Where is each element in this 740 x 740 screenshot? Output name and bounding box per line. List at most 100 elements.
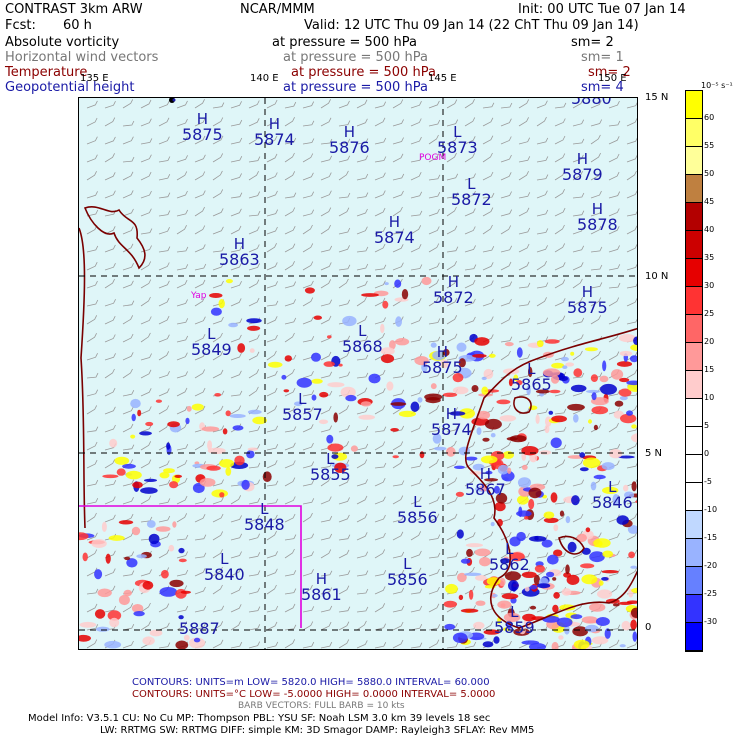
colorbar-level-label: 30 xyxy=(704,281,715,290)
field-name-wind: Horizontal wind vectors xyxy=(5,50,159,65)
height-value: 5873 xyxy=(437,138,478,157)
field-level-height: at pressure = 500 hPa xyxy=(283,80,428,95)
lat-label-5n: 5 N xyxy=(645,448,663,459)
height-label: L 5840 xyxy=(204,551,245,583)
lat-label-0: 0 xyxy=(645,622,652,633)
height-label: L 5862 xyxy=(489,541,530,573)
valid-time: Valid: 12 UTC Thu 09 Jan 14 (22 ChT Thu … xyxy=(304,18,639,33)
height-label: 5887 xyxy=(179,621,220,637)
height-center-symbol: H xyxy=(447,273,459,291)
colorbar-unit: 10⁻⁵ s⁻¹ xyxy=(701,81,733,90)
nested-domain-box xyxy=(79,505,302,628)
height-value: 5875 xyxy=(422,358,463,377)
height-value: 5872 xyxy=(451,190,492,209)
height-center-symbol: L xyxy=(207,325,216,343)
colorbar-swatch xyxy=(686,175,702,203)
height-center-symbol: L xyxy=(358,322,367,340)
height-label: H 5875 xyxy=(567,284,608,316)
vorticity-shading-layer xyxy=(79,276,637,649)
height-center-symbol: H xyxy=(445,405,457,423)
height-label: L 5856 xyxy=(397,494,438,526)
fcst-value: 60 h xyxy=(63,18,92,33)
colorbar-swatch xyxy=(686,91,702,119)
height-label: L 5855 xyxy=(310,451,351,483)
colorbar-level-label: -5 xyxy=(704,477,712,486)
colorbar xyxy=(685,90,703,652)
colorbar-swatch xyxy=(686,623,702,651)
lat-lon-grid xyxy=(79,98,637,649)
height-center-symbol: L xyxy=(260,500,269,518)
colorbar-swatch xyxy=(686,567,702,595)
height-label: H 5875 xyxy=(182,111,223,143)
height-center-symbol: H xyxy=(576,150,588,168)
height-center-symbol: H xyxy=(436,343,448,361)
lon-label-150: 150 E xyxy=(598,73,627,84)
colorbar-level-label: 60 xyxy=(704,113,715,122)
field-sm-wind: sm= 1 xyxy=(581,50,624,65)
height-value: 5862 xyxy=(489,555,530,574)
height-label: L 5846 xyxy=(592,479,633,511)
lon-label-135: 135 E xyxy=(80,73,109,84)
colorbar-swatch xyxy=(686,231,702,259)
height-center-symbol: H xyxy=(196,110,208,128)
height-center-symbol: H xyxy=(479,465,491,483)
colorbar-level-label: 0 xyxy=(704,449,710,458)
height-value: 5855 xyxy=(310,465,351,484)
footer-model-info-2: LW: RRTMG SW: RRTMG DIFF: simple KM: 3D … xyxy=(100,725,535,736)
height-label: L 5872 xyxy=(451,176,492,208)
field-sm-height: sm= 4 xyxy=(581,80,624,95)
height-value: 5849 xyxy=(191,340,232,359)
colorbar-swatch xyxy=(686,511,702,539)
lat-label-10n: 10 N xyxy=(645,271,669,282)
height-label: L 5857 xyxy=(282,391,323,423)
coastline-west-edge xyxy=(79,227,86,529)
colorbar-level-label: -30 xyxy=(704,617,718,626)
height-value: 5876 xyxy=(329,138,370,157)
field-sm-vorticity: sm= 2 xyxy=(571,35,614,50)
colorbar-level-label: 40 xyxy=(704,225,715,234)
height-center-symbol: L xyxy=(220,550,229,568)
colorbar-level-label: -10 xyxy=(704,505,718,514)
height-center-symbol: H xyxy=(233,235,245,253)
height-value: 5859 xyxy=(494,618,535,637)
colorbar-swatch xyxy=(686,259,702,287)
height-value: 5879 xyxy=(562,165,603,184)
field-sm-temperature: sm= 2 xyxy=(588,65,631,80)
height-center-symbol: H xyxy=(343,123,355,141)
model-title: CONTRAST 3km ARW xyxy=(5,2,143,17)
lat-label-15n: 15 N xyxy=(645,92,669,103)
height-label: H 5867 xyxy=(465,466,506,498)
colorbar-swatch xyxy=(686,287,702,315)
height-center-symbol: L xyxy=(403,555,412,573)
colorbar-level-label: 55 xyxy=(704,141,715,150)
coastline-new-guinea xyxy=(464,327,637,629)
init-time: Init: 00 UTC Tue 07 Jan 14 xyxy=(518,2,686,17)
height-value: 5840 xyxy=(204,565,245,584)
height-value: 5887 xyxy=(179,619,220,638)
coastline-layer xyxy=(79,206,637,629)
height-value: 5880 xyxy=(571,97,612,108)
height-value: 5856 xyxy=(387,570,428,589)
coastline-islands xyxy=(513,396,585,555)
height-value: 5856 xyxy=(397,508,438,527)
footer-contours-height: CONTOURS: UNITS=m LOW= 5820.0 HIGH= 5880… xyxy=(132,677,490,688)
height-label: L 5868 xyxy=(342,323,383,355)
height-label: L 5865 xyxy=(511,361,552,393)
height-value: 5867 xyxy=(465,480,506,499)
colorbar-swatch xyxy=(686,427,702,455)
colorbar-level-label: -20 xyxy=(704,561,718,570)
colorbar-level-label: 45 xyxy=(704,197,715,206)
height-value: 5875 xyxy=(182,125,223,144)
height-value: 5861 xyxy=(301,585,342,604)
colorbar-level-label: 25 xyxy=(704,309,715,318)
height-value: 5868 xyxy=(342,337,383,356)
height-center-symbol: L xyxy=(453,123,462,141)
coastline-palau xyxy=(83,206,146,270)
height-value: 5846 xyxy=(592,493,633,512)
map-canvas xyxy=(79,98,637,649)
colorbar-swatch xyxy=(686,343,702,371)
fcst-label: Fcst: xyxy=(5,18,36,33)
height-value: 5872 xyxy=(433,288,474,307)
colorbar-level-label: 20 xyxy=(704,337,715,346)
height-label: H 5874 xyxy=(254,116,295,148)
